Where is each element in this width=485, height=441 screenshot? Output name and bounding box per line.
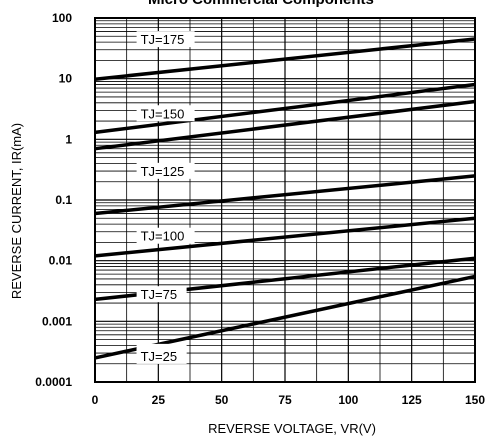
y-tick-label: 0.0001: [35, 375, 72, 389]
y-tick-label: 10: [59, 72, 73, 86]
series-label-background: [136, 162, 195, 179]
x-tick-label: 75: [278, 393, 292, 407]
series-line-tj-75: [94, 216, 476, 258]
series-label: TJ=75: [141, 287, 178, 302]
x-tick-labels: 0 25 50 75 100 125 150: [92, 393, 485, 407]
series-line-tj-175: [94, 37, 476, 81]
series-label: TJ=125: [141, 164, 185, 179]
x-tick-label: 50: [215, 393, 229, 407]
series-label-background: [136, 31, 195, 48]
series-label: TJ=150: [141, 106, 185, 121]
series-label-background: [136, 286, 187, 303]
y-tick-label: 1: [65, 132, 72, 146]
x-tick-label: 25: [152, 393, 166, 407]
series-label-background: [136, 105, 195, 122]
series-line-tj-125: [94, 99, 476, 151]
chart-title: Micro Commercial Components: [148, 0, 374, 8]
y-axis-label: REVERSE CURRENT, IR(mA): [9, 123, 24, 299]
y-tick-label: 0.1: [55, 193, 72, 207]
series-line-tj-100: [94, 174, 476, 216]
x-tick-label: 0: [92, 393, 99, 407]
y-tick-label: 0.001: [42, 314, 72, 328]
series-label: TJ=175: [141, 32, 185, 47]
x-tick-label: 125: [402, 393, 422, 407]
x-tick-label: 150: [465, 393, 485, 407]
x-axis-label: REVERSE VOLTAGE, VR(V): [208, 421, 376, 436]
y-tick-label: 100: [52, 11, 72, 25]
plot-frame: [94, 17, 476, 383]
series-line-tj-150: [94, 82, 476, 135]
x-tick-label: 100: [338, 393, 358, 407]
series-label: TJ=25: [141, 349, 178, 364]
series-label-background: [136, 227, 195, 244]
series-label: TJ=100: [141, 229, 185, 244]
series-label-background: [136, 347, 187, 364]
y-tick-label: 0.01: [49, 254, 73, 268]
y-tick-labels: 100 10 1 0.1 0.01 0.001 0.0001: [35, 11, 72, 389]
